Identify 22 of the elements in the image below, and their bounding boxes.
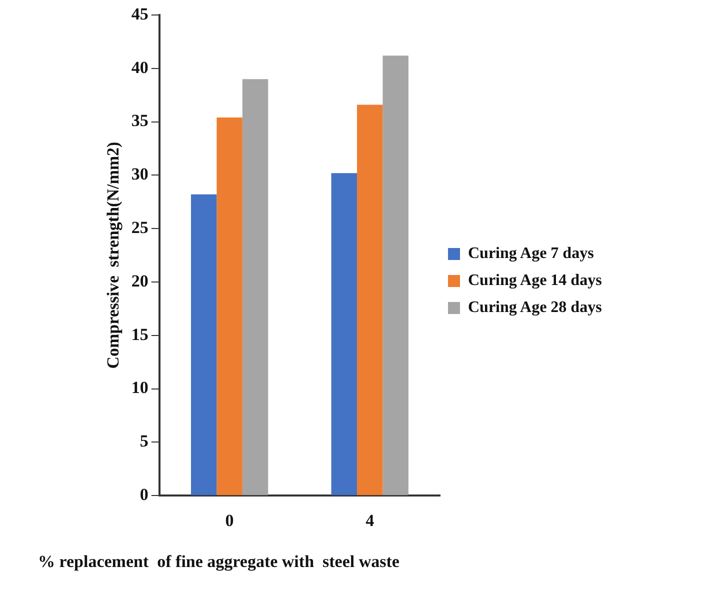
- bar: [190, 194, 217, 496]
- y-tick-label: 30: [131, 164, 148, 184]
- y-tick-label: 45: [131, 4, 148, 24]
- legend-label: Curing Age 14 days: [468, 272, 602, 290]
- y-tick-label: 20: [131, 271, 148, 290]
- y-tick-label: 5: [140, 432, 148, 451]
- bar: [331, 173, 357, 496]
- y-tick-label: 40: [131, 58, 148, 77]
- x-tick-label: 4: [366, 511, 375, 530]
- y-axis-title: Compressive strength(N/mm2): [104, 142, 123, 369]
- bar: [216, 118, 242, 496]
- legend-label: Curing Age 7 days: [468, 244, 594, 262]
- bar: [356, 104, 383, 496]
- y-tick-label: 25: [131, 218, 148, 237]
- bar: [242, 79, 268, 496]
- bar: [382, 56, 408, 496]
- y-tick-label: 10: [131, 378, 148, 398]
- x-axis-title: % replacement of fine aggregate with steel waste: [38, 552, 400, 572]
- y-tick-label: 0: [140, 484, 148, 504]
- y-tick-label: 15: [131, 324, 148, 344]
- y-tick-label: 35: [131, 111, 148, 130]
- legend-label: Curing Age 28 days: [468, 298, 602, 316]
